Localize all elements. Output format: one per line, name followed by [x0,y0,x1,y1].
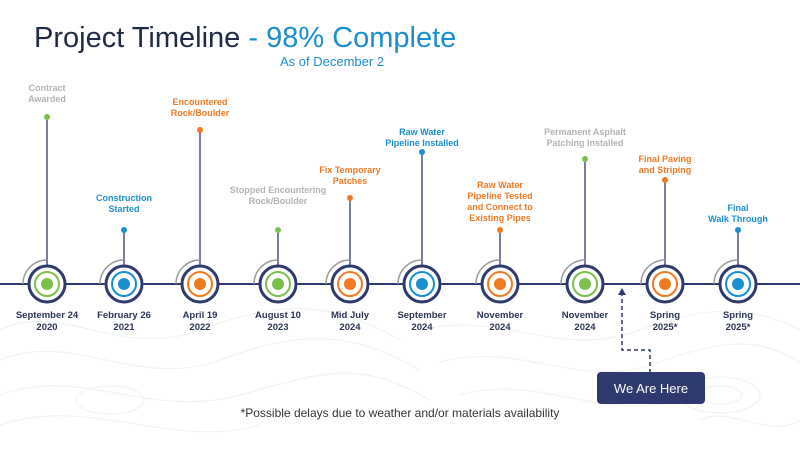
milestone-accent-arc [175,259,201,285]
we-are-here-badge: We Are Here [597,372,705,404]
milestone-accent-arc [325,259,351,285]
milestone-label: Stopped Encountering Rock/Boulder [229,185,327,206]
milestone-5 [325,195,370,304]
milestone-top-dot [735,227,741,233]
milestone-top-dot [419,149,425,155]
milestone-top-dot [582,156,588,162]
page-title: Project Timeline - 98% Complete [34,22,456,55]
milestone-label: Raw Water Pipeline Installed [385,127,459,148]
milestone-label: Construction Started [96,193,152,214]
milestone-center-dot [344,278,356,290]
milestone-top-dot [275,227,281,233]
milestone-center-dot [494,278,506,290]
milestone-center-dot [194,278,206,290]
milestone-accent-arc [22,259,48,285]
milestone-label: Raw Water Pipeline Tested and Connect to… [467,180,533,223]
milestone-center-dot [659,278,671,290]
milestone-top-dot [662,177,668,183]
milestone-date: November 2024 [561,310,609,333]
milestone-accent-arc [475,259,501,285]
milestone-top-dot [121,227,127,233]
title-percent-complete: - 98% Complete [248,22,457,54]
milestone-center-dot [732,278,744,290]
milestone-accent-arc [560,259,586,285]
milestone-top-dot [347,195,353,201]
milestone-3 [175,127,220,304]
milestone-label: Encountered Rock/Boulder [170,97,230,118]
milestone-6 [397,149,442,304]
milestone-date: Spring 2025* [649,310,681,333]
milestone-8 [560,156,605,304]
milestone-date: August 10 2023 [255,310,301,333]
milestone-7 [475,227,520,304]
milestone-label: Final Walk Through [708,203,768,224]
milestone-9 [640,177,685,304]
milestone-10 [713,227,758,304]
milestone-date: April 19 2022 [182,310,218,333]
milestone-date: September 2024 [397,310,447,333]
milestone-label: Final Paving and Striping [638,154,692,175]
page-subtitle: As of December 2 [280,54,385,69]
milestone-label: Fix Temporary Patches [319,165,381,186]
milestone-accent-arc [253,259,279,285]
milestone-2 [99,227,144,304]
milestone-center-dot [579,278,591,290]
milestone-date: Mid July 2024 [330,310,369,333]
milestone-4 [253,227,298,304]
milestone-1 [22,114,67,304]
milestone-date: September 24 2020 [15,310,79,333]
milestone-center-dot [416,278,428,290]
milestone-center-dot [41,278,53,290]
current-position-connector [621,292,651,372]
milestone-top-dot [197,127,203,133]
milestone-label: Contract Awarded [28,83,66,104]
milestone-accent-arc [99,259,125,285]
milestone-accent-arc [640,259,666,285]
milestone-center-dot [118,278,130,290]
milestone-accent-arc [397,259,423,285]
footnote: *Possible delays due to weather and/or m… [240,406,560,420]
milestone-center-dot [272,278,284,290]
milestone-date: Spring 2025* [722,310,754,333]
milestone-label: Permanent Asphalt Patching Installed [544,127,626,148]
milestone-date: February 26 2021 [97,310,151,333]
milestone-accent-arc [713,259,739,285]
milestone-top-dot [497,227,503,233]
milestone-date: November 2024 [476,310,524,333]
milestone-top-dot [44,114,50,120]
current-position-arrow [618,288,626,295]
title-main: Project Timeline [34,22,241,54]
